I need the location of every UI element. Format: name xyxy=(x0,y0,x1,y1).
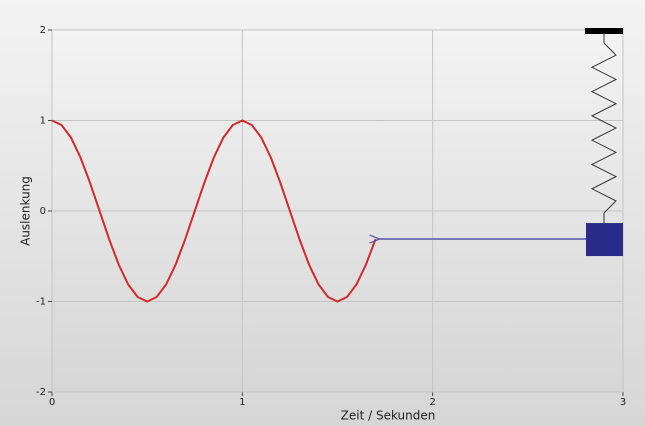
x-axis-label: Zeit / Sekunden xyxy=(341,409,436,423)
y-tick-label: -1 xyxy=(36,297,46,308)
y-tick-label: 2 xyxy=(40,25,46,36)
mass xyxy=(586,223,623,256)
x-tick-label: 3 xyxy=(620,397,626,408)
y-axis-label: Auslenkung xyxy=(19,176,33,246)
chart: Zeit / Sekunden Auslenkung 0 1 2 3 -2 -1 0 1 2 xyxy=(0,0,645,426)
y-tick-label: 1 xyxy=(40,116,46,127)
y-tick-label: 0 xyxy=(40,206,46,217)
x-tick-label: 2 xyxy=(429,397,435,408)
y-tick-label: -2 xyxy=(36,387,46,398)
x-tick-label: 0 xyxy=(49,397,55,408)
x-tick-label: 1 xyxy=(239,397,245,408)
